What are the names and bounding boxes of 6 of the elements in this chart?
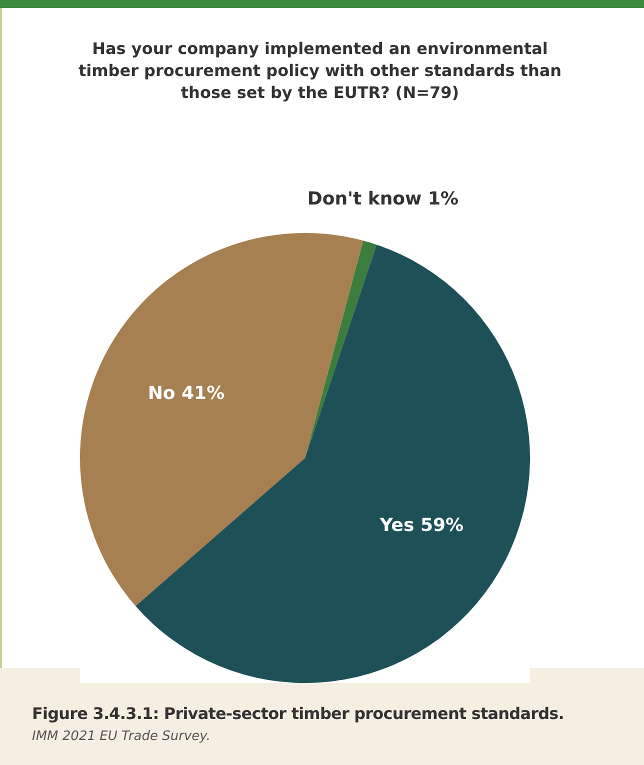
slice-label: No 41%	[148, 382, 225, 404]
slice-label: Yes 59%	[378, 514, 464, 536]
text: IMM 2021 EU Trade Survey.	[32, 729, 210, 744]
caption: Figure 3.4.3.1: Private-sector timber procurement standards.	[32, 704, 564, 723]
chart-title: Has your company implemented an environmental timber procurement policy with other standards than those set by the EUTR? (N=79)	[77, 38, 563, 104]
slice-label: Don't know 1%	[307, 188, 459, 210]
